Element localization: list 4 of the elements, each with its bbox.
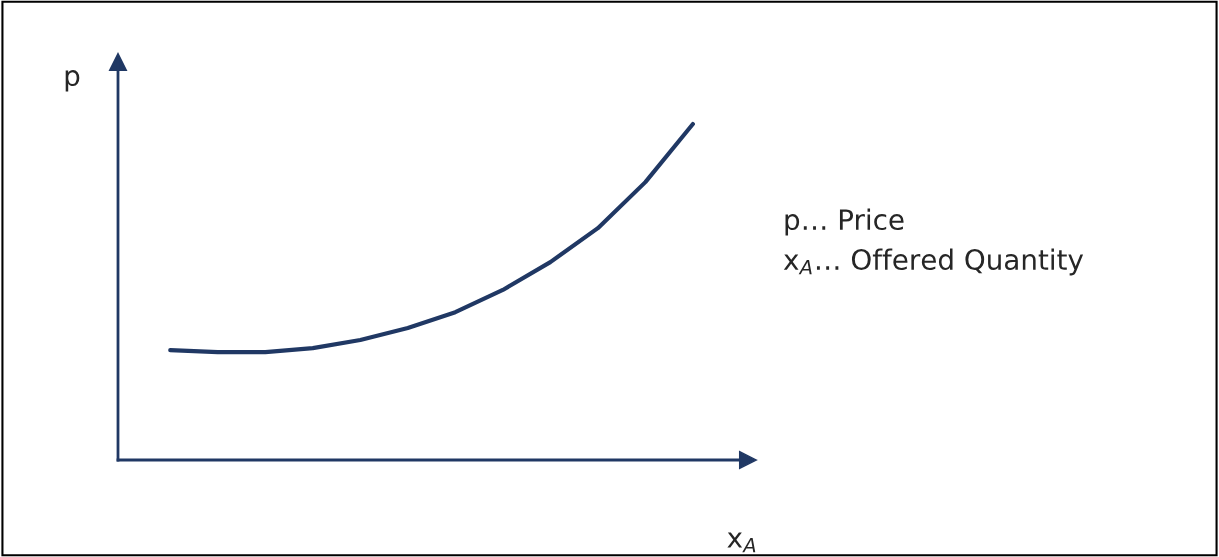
y-axis-title: p bbox=[65, 70, 80, 92]
x-axis-title: x$_{A}$ bbox=[727, 532, 756, 553]
text: x$_{A}$… Offered Quantity bbox=[783, 248, 1084, 276]
text: p… Price bbox=[785, 208, 904, 236]
